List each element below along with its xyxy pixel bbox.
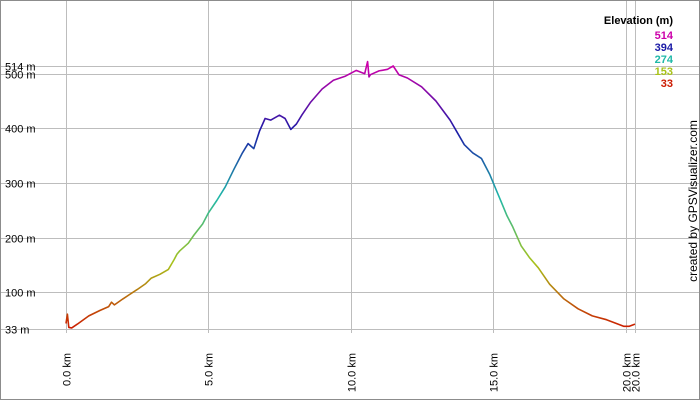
y-tick-label: 200 m (5, 234, 36, 246)
legend-entry: 394 (655, 42, 674, 54)
y-tick-label: 400 m (5, 124, 36, 136)
elevation-profile-line (65, 60, 636, 329)
x-tick-label: 20.0 km (631, 353, 643, 392)
elevation-series (65, 60, 636, 329)
x-tick-label: 20.0 km (622, 353, 634, 392)
legend-entry: 514 (655, 30, 674, 42)
x-tick-label: 0.0 km (62, 353, 74, 386)
y-tick-label: 500 m (5, 70, 36, 82)
legend-entry: 33 (661, 78, 673, 90)
y-tick-label: 300 m (5, 179, 36, 191)
y-tick-label: 100 m (5, 288, 36, 300)
legend-entry: 153 (655, 66, 673, 78)
credit-text: created by GPSVisualizer.com (686, 120, 699, 282)
y-tick-label: 33 m (5, 325, 29, 337)
x-tick-label: 5.0 km (204, 353, 216, 386)
grid-lines (1, 1, 699, 333)
y-tick-label: 514 m (5, 62, 36, 74)
x-tick-label: 15.0 km (489, 353, 501, 392)
legend-title: Elevation (m) (604, 15, 673, 27)
x-tick-label: 10.0 km (347, 353, 359, 392)
legend-entry: 274 (655, 54, 674, 66)
